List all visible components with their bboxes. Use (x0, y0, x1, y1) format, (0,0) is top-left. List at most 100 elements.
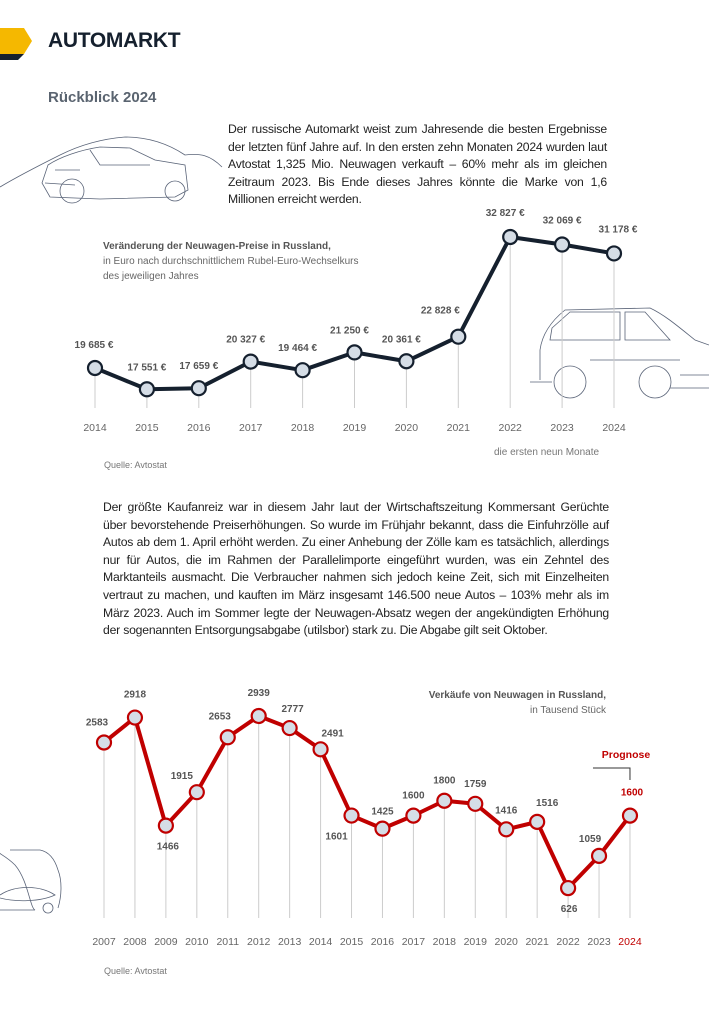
data-point (346, 344, 363, 361)
x-tick-label: 2007 (92, 936, 116, 948)
data-label: 1759 (464, 779, 487, 790)
data-point (398, 353, 415, 370)
data-label: 31 178 € (599, 224, 638, 235)
data-label: 1466 (157, 842, 180, 853)
data-point (95, 734, 113, 751)
data-label: 22 828 € (421, 306, 460, 317)
x-tick-label: 2015 (135, 422, 159, 434)
data-label: 1600 (621, 788, 644, 799)
sedan-illustration (0, 136, 223, 204)
x-tick-label: 2013 (278, 936, 302, 948)
data-label: 1059 (579, 834, 602, 845)
data-point (312, 741, 329, 758)
data-point (436, 792, 453, 809)
chart2-source: Quelle: Avtostat (104, 966, 167, 976)
x-tick-label: 2011 (216, 936, 239, 948)
data-label: 1425 (371, 807, 394, 818)
chart1-subtitle-2: des jeweiligen Jahres (103, 271, 199, 282)
data-point (502, 228, 519, 246)
chart1-source: Quelle: Avtostat (104, 460, 167, 470)
data-label: 1600 (402, 791, 425, 802)
x-tick-label: 2020 (395, 422, 419, 434)
data-point (138, 381, 155, 398)
section-logo-icon (0, 28, 32, 60)
data-label: 626 (561, 904, 578, 915)
data-point (405, 807, 422, 824)
x-tick-label: 2019 (343, 422, 367, 434)
data-label: 1601 (325, 832, 348, 843)
data-point (529, 813, 546, 830)
data-point (343, 807, 360, 824)
section-title: AUTOMARKT (48, 29, 181, 52)
x-tick-label: 2021 (525, 936, 549, 948)
intro-paragraph: Der russische Automarkt weist zum Jahres… (228, 122, 607, 207)
suv-illustration (530, 307, 709, 399)
data-point (374, 820, 391, 837)
chart1-title-block: Veränderung der Neuwagen-Preise in Russl… (103, 239, 358, 284)
x-tick-label: 2022 (499, 422, 523, 434)
data-label: 20 327 € (226, 335, 265, 346)
data-label: 2583 (86, 717, 109, 728)
data-label: 2777 (282, 704, 305, 715)
sales-chart: Prognose 2583 2007 2918 2008 1466 2009 1915 2010… (86, 688, 651, 948)
x-tick-label: 2008 (123, 936, 147, 948)
data-label: 32 827 € (486, 208, 525, 219)
data-point (242, 353, 259, 370)
forecast-label: Prognose (602, 749, 651, 761)
data-point (126, 709, 144, 726)
data-label: 17 659 € (179, 361, 218, 372)
chart1-note: die ersten neun Monate (494, 447, 600, 458)
data-label: 1915 (171, 771, 194, 782)
x-tick-label: 2023 (587, 936, 611, 948)
data-label: 2918 (124, 690, 147, 701)
x-tick-label: 2014 (83, 422, 107, 434)
data-label: 2491 (321, 728, 344, 739)
chart2-title: Verkäufe von Neuwagen in Russland, (428, 690, 606, 701)
data-label: 2939 (248, 688, 271, 699)
data-point (559, 879, 577, 897)
data-label: 1516 (536, 798, 559, 809)
x-tick-label: 2017 (239, 422, 263, 434)
price-chart: 19 685 € 2014 17 551 € 2015 17 659 € 2016 20 3… (75, 208, 638, 434)
data-point (605, 245, 623, 262)
x-tick-label: 2023 (550, 422, 574, 434)
x-tick-label: 2024 (602, 422, 626, 434)
x-tick-label: 2009 (154, 936, 178, 948)
x-tick-label: 2015 (340, 936, 364, 948)
x-tick-label: 2018 (291, 422, 315, 434)
x-tick-label: 2019 (464, 936, 488, 948)
data-label: 19 685 € (75, 340, 114, 351)
data-point (250, 707, 267, 725)
data-label: 32 069 € (543, 216, 582, 227)
x-tick-label: 2012 (247, 936, 271, 948)
data-label: 21 250 € (330, 325, 369, 336)
data-point (86, 359, 104, 377)
x-tick-label: 2014 (309, 936, 333, 948)
data-point (219, 729, 236, 746)
data-point (590, 847, 608, 864)
x-tick-label: 2018 (433, 936, 457, 948)
data-label: 1800 (433, 776, 456, 787)
data-label: 2653 (209, 711, 232, 722)
data-label: 17 551 € (127, 362, 166, 373)
data-point (281, 719, 298, 737)
data-point (294, 362, 311, 379)
forecast-bracket (592, 767, 631, 780)
x-tick-label: 2024 (618, 936, 642, 948)
x-tick-label: 2020 (495, 936, 519, 948)
data-point (450, 328, 467, 345)
data-point (188, 784, 205, 801)
data-point (467, 795, 484, 812)
data-point (190, 380, 207, 397)
data-point (157, 817, 174, 834)
data-label: 19 464 € (278, 343, 317, 354)
x-tick-label: 2016 (371, 936, 395, 948)
data-point (498, 821, 515, 838)
data-point (621, 807, 639, 824)
chart2-subtitle: in Tausend Stück (530, 705, 606, 716)
x-tick-label: 2022 (556, 936, 580, 948)
article-subtitle: Rückblick 2024 (48, 89, 157, 106)
body-paragraph: Der größte Kaufanreiz war in diesem Jahr… (103, 500, 609, 638)
chart2-title-block: Verkäufe von Neuwagen in Russland, in Ta… (429, 688, 606, 718)
